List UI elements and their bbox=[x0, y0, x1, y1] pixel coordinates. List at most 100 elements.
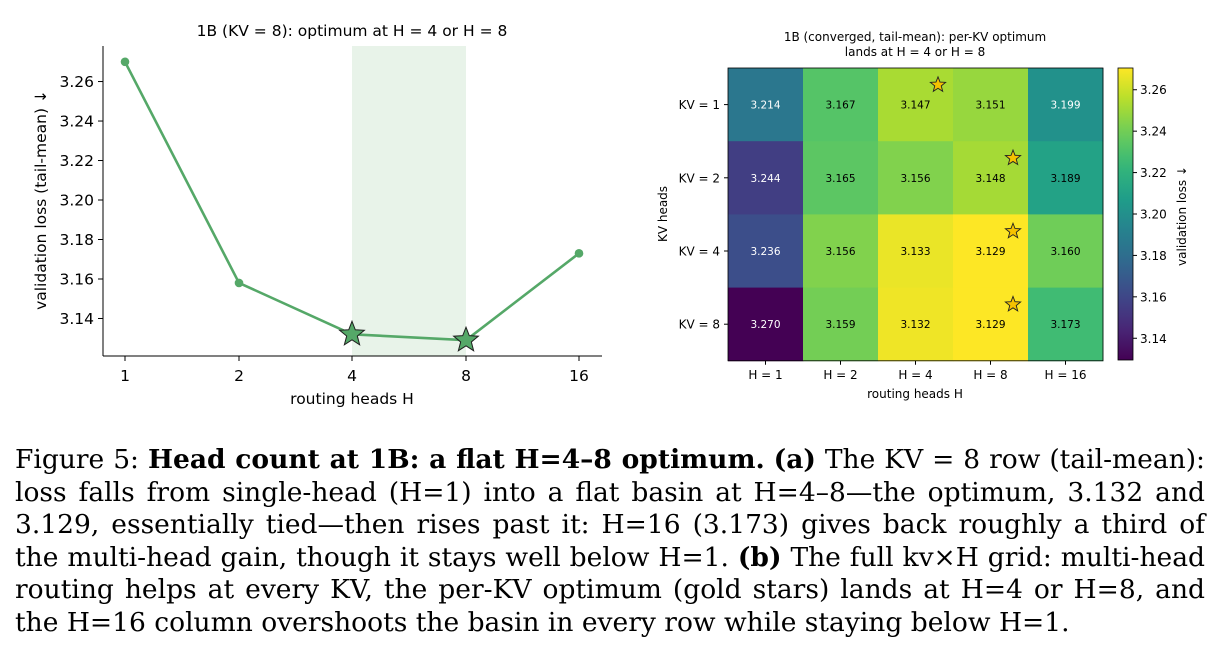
panel-a-title: 1B (KV = 8): optimum at H = 4 or H = 8 bbox=[197, 22, 508, 40]
heatmap-cell bbox=[1028, 287, 1104, 362]
figure: 1B (KV = 8): optimum at H = 4 or H = 8 v… bbox=[32, 22, 1189, 408]
y-tick-label: 3.20 bbox=[59, 192, 94, 210]
heatmap-cell bbox=[1028, 68, 1104, 142]
heatmap-cell bbox=[953, 141, 1029, 215]
heatmap-x-tick-label: H = 4 bbox=[898, 368, 932, 382]
x-tick-label: 16 bbox=[569, 367, 589, 385]
optimum-band bbox=[352, 46, 466, 356]
heatmap-ticks: H = 1 H = 2 H = 4 H = 8 H = 16 KV = 1 KV = 2 KV… bbox=[679, 98, 1087, 382]
heatmap-cell-label: 3.129 bbox=[975, 246, 1005, 258]
heatmap-cell bbox=[953, 68, 1029, 142]
panel-a-ylabel: validation loss (tail-mean) ↓ bbox=[32, 90, 50, 310]
panel-b-title-line1: 1B (converged, tail-mean): per-KV optimu… bbox=[784, 30, 1046, 44]
heatmap-cell bbox=[728, 214, 804, 288]
y-tick-label: 3.22 bbox=[59, 152, 94, 170]
colorbar-rect bbox=[1117, 67, 1134, 361]
heatmap-cell bbox=[953, 287, 1029, 362]
y-tick-label: 3.16 bbox=[59, 270, 94, 288]
heatmap-cell bbox=[878, 141, 954, 215]
colorbar-tick-label: 3.22 bbox=[1140, 166, 1167, 180]
optimum-star-marker bbox=[452, 325, 480, 352]
optimum-gold-star bbox=[1004, 295, 1022, 312]
heatmap-optimum-stars bbox=[929, 75, 1022, 312]
panel-a-line-chart: 1B (KV = 8): optimum at H = 4 or H = 8 v… bbox=[32, 22, 602, 408]
heatmap-cell bbox=[878, 287, 954, 362]
heatmap-x-tick-label: H = 16 bbox=[1045, 368, 1087, 382]
heatmap-x-tick-label: H = 8 bbox=[973, 368, 1007, 382]
panel-b-heatmap: 1B (converged, tail-mean): per-KV optimu… bbox=[656, 30, 1189, 401]
heatmap-cell-label: 3.189 bbox=[1050, 173, 1080, 185]
colorbar: 3.14 3.16 3.18 3.20 3.22 3.24 3.26 bbox=[1117, 67, 1167, 361]
heatmap-x-tick-label: H = 1 bbox=[748, 368, 782, 382]
panel-b-ylabel: KV heads bbox=[656, 186, 670, 242]
heatmap-cell bbox=[728, 68, 804, 142]
caption-label: Figure 5: bbox=[15, 444, 148, 475]
heatmap-x-tick-label: H = 2 bbox=[823, 368, 857, 382]
colorbar-label: validation loss ↓ bbox=[1175, 166, 1189, 266]
figure-caption: Figure 5: Head count at 1B: a flat H=4–8… bbox=[15, 444, 1205, 640]
heatmap-cell-label: 3.147 bbox=[900, 100, 930, 112]
optimum-gold-star bbox=[929, 75, 947, 93]
heatmap-y-tick-label: KV = 1 bbox=[679, 98, 720, 112]
heatmap-cell-label: 3.159 bbox=[825, 319, 855, 331]
heatmap-cell bbox=[728, 141, 804, 215]
heatmap-cell bbox=[953, 214, 1029, 288]
heatmap-cell-label: 3.148 bbox=[975, 173, 1005, 185]
heatmap-cell-label: 3.151 bbox=[975, 100, 1005, 112]
y-tick-label: 3.18 bbox=[59, 231, 94, 249]
heatmap-cell-label: 3.156 bbox=[825, 246, 855, 258]
heatmap-cell-label: 3.236 bbox=[750, 246, 780, 258]
heatmap-cell bbox=[728, 287, 804, 362]
heatmap-cell bbox=[803, 214, 879, 288]
colorbar-tick-label: 3.24 bbox=[1140, 125, 1167, 139]
colorbar-tick-label: 3.14 bbox=[1140, 332, 1167, 346]
heatmap-cell-label: 3.132 bbox=[900, 319, 930, 331]
heatmap-cell bbox=[1028, 214, 1104, 288]
y-tick-label: 3.24 bbox=[59, 113, 94, 131]
heatmap-cell bbox=[1028, 141, 1104, 215]
panel-a-xlabel: routing heads H bbox=[290, 390, 414, 408]
optimum-gold-star bbox=[1004, 148, 1022, 166]
caption-part-b-label: (b) bbox=[737, 541, 782, 573]
caption-bold-title: Head count at 1B: a flat H=4–8 optimum. bbox=[147, 444, 765, 475]
colorbar-tick-label: 3.16 bbox=[1140, 290, 1167, 304]
x-tick-label: 2 bbox=[234, 367, 244, 385]
heatmap-cell-label: 3.173 bbox=[1050, 319, 1080, 331]
optimum-gold-star bbox=[1004, 221, 1022, 239]
caption-part-a-text: The KV = 8 row (tail-mean): loss falls f… bbox=[15, 444, 1205, 573]
heatmap-cell-label: 3.244 bbox=[750, 173, 780, 185]
caption-part-a-label: (a) bbox=[773, 444, 816, 475]
heatmap-cell bbox=[803, 287, 879, 362]
colorbar-tick-label: 3.20 bbox=[1140, 208, 1167, 222]
heatmap-cell-label: 3.160 bbox=[1050, 246, 1080, 258]
optimum-star-marker bbox=[338, 319, 366, 346]
panel-b-xlabel: routing heads H bbox=[867, 387, 963, 401]
heatmap-cell-label: 3.129 bbox=[975, 319, 1005, 331]
y-tick-label: 3.26 bbox=[59, 73, 94, 91]
panel-a-series bbox=[120, 57, 584, 352]
heatmap-cell-label: 3.167 bbox=[825, 100, 855, 112]
colorbar-tick-label: 3.26 bbox=[1140, 83, 1167, 97]
data-point bbox=[574, 249, 584, 258]
heatmap-cell-label: 3.270 bbox=[750, 319, 780, 331]
x-tick-label: 4 bbox=[347, 367, 357, 385]
heatmap-cell-label: 3.199 bbox=[1050, 100, 1080, 112]
colorbar-tick-label: 3.18 bbox=[1140, 249, 1167, 263]
heatmap-cell-label: 3.133 bbox=[900, 246, 930, 258]
heatmap-cell bbox=[878, 214, 954, 288]
data-point bbox=[120, 57, 130, 67]
heatmap-y-tick-label: KV = 4 bbox=[679, 245, 720, 259]
heatmap-cell-label: 3.165 bbox=[825, 173, 855, 185]
heatmap-cells: 3.214 3.167 3.147 3.151 3.199 3.244 3.165 3.156… bbox=[727, 67, 1104, 362]
optimum-band-rect bbox=[352, 46, 466, 356]
y-tick-label: 3.14 bbox=[59, 310, 94, 328]
heatmap-cell-label: 3.156 bbox=[900, 173, 930, 185]
heatmap-cell bbox=[878, 68, 954, 142]
panel-a-y-ticks: 3.14 3.16 3.18 3.20 3.22 3.24 3.26 bbox=[59, 73, 103, 328]
data-point bbox=[234, 278, 244, 288]
heatmap-y-tick-label: KV = 8 bbox=[679, 318, 720, 332]
x-tick-label: 1 bbox=[120, 367, 130, 385]
heatmap-y-tick-label: KV = 2 bbox=[679, 171, 720, 185]
x-tick-label: 8 bbox=[461, 367, 471, 385]
panel-b-title-line2: lands at H = 4 or H = 8 bbox=[845, 45, 985, 59]
